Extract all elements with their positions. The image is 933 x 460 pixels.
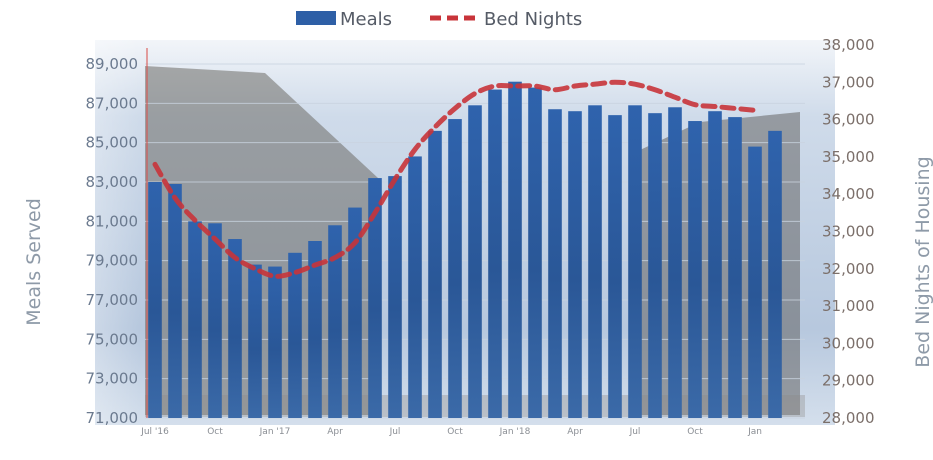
x-tick-label: Oct <box>687 427 703 437</box>
left-tick-label: 79,000 <box>86 252 139 270</box>
left-tick-label: 73,000 <box>86 370 139 388</box>
meals-bar <box>548 109 562 418</box>
left-axis-ticks: 71,000 73,000 75,000 77,000 79,000 81,000 83,0… <box>86 55 139 427</box>
left-tick-label: 87,000 <box>86 94 139 112</box>
meals-bar <box>448 119 462 419</box>
bed-nights-line <box>152 79 758 279</box>
x-tick-label: Jul '16 <box>140 427 169 437</box>
meals-bar <box>408 156 422 418</box>
meals-bar <box>628 105 642 419</box>
legend-label-meals: Meals <box>340 9 392 30</box>
meals-bar <box>308 241 322 418</box>
left-side-fade <box>0 40 140 450</box>
meals-bar <box>468 105 482 419</box>
x-tick-label: Oct <box>207 427 223 437</box>
bed-nights-series-line <box>152 79 758 279</box>
meals-bar <box>528 87 542 418</box>
meals-bar <box>428 130 442 418</box>
right-tick-label: 31,000 <box>822 297 875 315</box>
right-axis-title: Bed Nights of Housing <box>912 156 933 367</box>
right-tick-label: 36,000 <box>822 111 875 129</box>
right-tick-label: 29,000 <box>822 372 875 390</box>
meals-bar <box>708 111 722 418</box>
meals-bar <box>268 266 282 418</box>
x-tick-label: Apr <box>327 427 343 437</box>
left-tick-label: 77,000 <box>86 291 139 309</box>
right-tick-label: 30,000 <box>822 334 875 352</box>
x-tick-label: Apr <box>567 427 583 437</box>
right-tick-label: 38,000 <box>822 36 875 54</box>
x-tick-label: Jul <box>629 427 641 437</box>
meals-bar <box>288 252 302 418</box>
right-tick-label: 33,000 <box>822 223 875 241</box>
legend-swatch-meals <box>296 11 336 25</box>
meals-bars <box>148 81 782 419</box>
meals-bar <box>248 264 262 418</box>
meals-bar <box>648 113 662 419</box>
left-tick-label: 71,000 <box>86 409 139 427</box>
legend-label-bed-nights: Bed Nights <box>484 9 582 30</box>
meals-bar <box>188 221 202 418</box>
x-tick-label: Jan '17 <box>259 427 291 437</box>
x-tick-label: Jan '18 <box>499 427 531 437</box>
legend: Meals Bed Nights <box>296 9 582 30</box>
meals-bar <box>328 225 342 418</box>
meals-bar <box>368 178 382 418</box>
right-tick-label: 37,000 <box>822 73 875 91</box>
left-tick-label: 75,000 <box>86 330 139 348</box>
meals-bar <box>388 176 402 418</box>
x-tick-label: Jul <box>389 427 401 437</box>
right-tick-label: 35,000 <box>822 148 875 166</box>
meals-bar <box>668 107 682 419</box>
meals-bar <box>588 105 602 419</box>
meals-bar <box>568 111 582 418</box>
left-tick-label: 83,000 <box>86 173 139 191</box>
meals-bar <box>768 130 782 418</box>
left-tick-label: 89,000 <box>86 55 139 73</box>
right-tick-label: 28,000 <box>822 409 875 427</box>
meals-bar <box>488 89 502 419</box>
meals-bar <box>688 121 702 419</box>
right-axis-ticks: 28,000 29,000 30,000 31,000 32,000 33,000 34,0… <box>822 36 875 427</box>
left-axis-title: Meals Served <box>23 198 45 326</box>
x-axis-ticks: Jul '16 Oct Jan '17 Apr Jul Oct Jan '18 Apr Jul O… <box>140 427 762 437</box>
left-tick-label: 81,000 <box>86 212 139 230</box>
meals-bar <box>348 207 362 418</box>
right-tick-label: 32,000 <box>822 260 875 278</box>
meals-bar <box>748 146 762 418</box>
right-tick-label: 34,000 <box>822 185 875 203</box>
left-tick-label: 85,000 <box>86 134 139 152</box>
meals-bar <box>728 117 742 418</box>
x-tick-label: Jan <box>747 427 762 437</box>
meals-bar <box>228 239 242 418</box>
x-tick-label: Oct <box>447 427 463 437</box>
meals-bar <box>508 81 522 418</box>
meals-bar <box>168 183 182 418</box>
meals-bar <box>208 223 222 418</box>
meals-bar <box>148 182 162 418</box>
meals-bar <box>608 115 622 418</box>
